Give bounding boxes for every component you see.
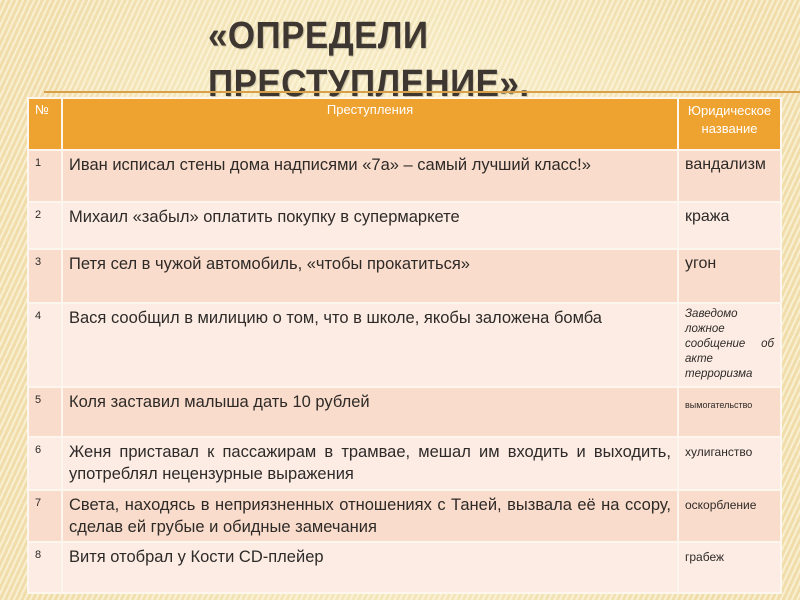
row-number: 7	[27, 489, 63, 543]
row-legal: кража	[677, 201, 782, 250]
row-legal: угон	[677, 248, 782, 304]
table-header-row: № Преступления Юридическое название	[27, 97, 782, 151]
row-crime: Света, находясь в неприязненных отношени…	[61, 489, 679, 543]
table-row: 8 Витя отобрал у Кости CD-плейер грабеж	[27, 541, 782, 594]
row-crime: Михаил «забыл» оплатить покупку в суперм…	[61, 201, 679, 250]
table-row: 1 Иван исписал стены дома надписями «7а»…	[27, 149, 782, 203]
row-legal: хулиганство	[677, 436, 782, 491]
row-number: 6	[27, 436, 63, 491]
row-number: 8	[27, 541, 63, 594]
row-number: 2	[27, 201, 63, 250]
row-crime: Петя сел в чужой автомобиль, «чтобы прок…	[61, 248, 679, 304]
header-number: №	[27, 97, 63, 151]
row-number: 5	[27, 386, 63, 438]
row-crime: Витя отобрал у Кости CD-плейер	[61, 541, 679, 594]
row-number: 4	[27, 302, 63, 388]
table-row: 6 Женя приставал к пассажирам в трамвае,…	[27, 436, 782, 491]
row-legal: грабеж	[677, 541, 782, 594]
title-line-1: «ОПРЕДЕЛИ	[208, 15, 429, 57]
row-legal: Заведомо ложное сообщение об акте террор…	[677, 302, 782, 388]
table-row: 7 Света, находясь в неприязненных отноше…	[27, 489, 782, 543]
row-crime: Женя приставал к пассажирам в трамвае, м…	[61, 436, 679, 491]
row-legal: вымогательство	[677, 386, 782, 438]
table-row: 4 Вася сообщил в милицию о том, что в шк…	[27, 302, 782, 388]
row-legal: вандализм	[677, 149, 782, 203]
slide-title: «ОПРЕДЕЛИ ПРЕСТУПЛЕНИЕ».	[208, 12, 530, 108]
row-crime: Коля заставил малыша дать 10 рублей	[61, 386, 679, 438]
table-row: 5 Коля заставил малыша дать 10 рублей вы…	[27, 386, 782, 438]
title-divider	[44, 91, 800, 93]
row-crime: Вася сообщил в милицию о том, что в школ…	[61, 302, 679, 388]
table-row: 2 Михаил «забыл» оплатить покупку в супе…	[27, 201, 782, 250]
row-legal: оскорбление	[677, 489, 782, 543]
header-legal-name: Юридическое название	[677, 97, 782, 151]
header-crimes: Преступления	[61, 97, 679, 151]
crimes-table: № Преступления Юридическое название 1 Ив…	[27, 97, 782, 594]
table-row: 3 Петя сел в чужой автомобиль, «чтобы пр…	[27, 248, 782, 304]
row-number: 3	[27, 248, 63, 304]
row-number: 1	[27, 149, 63, 203]
row-crime: Иван исписал стены дома надписями «7а» –…	[61, 149, 679, 203]
